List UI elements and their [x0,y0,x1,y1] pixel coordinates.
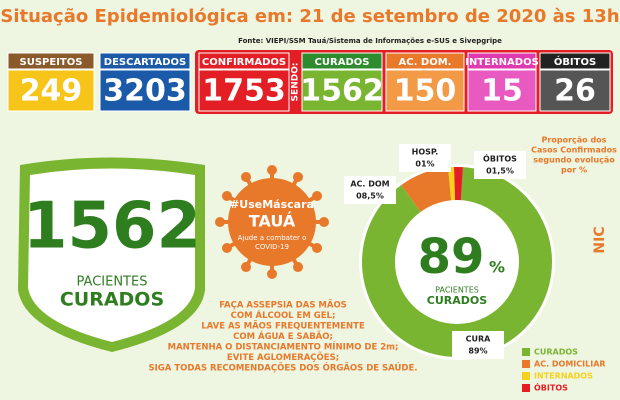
slice-label: CURA [466,335,492,344]
stat-header [539,52,611,70]
slice-label: AC. DOM [350,180,389,189]
shield-number: 1562 [23,190,201,264]
center-number: 89 [418,229,485,285]
title: Situação Epidemiológica em: 21 de setemb… [0,6,619,27]
stat-body [7,69,95,112]
stat-value: 26 [554,74,596,109]
badge-line1: Ajude a combater o [238,234,307,242]
stat-label: CONFIRMADOS [202,57,286,68]
stat-body [539,69,611,112]
sendo-label: SENDO: [291,63,301,102]
legend-swatch [522,348,530,356]
spike-tip [221,243,232,253]
badge-line2: COVID-19 [255,243,289,251]
stat-header [385,52,465,70]
chart-title: Casos Confirmados [531,146,617,155]
stat-body [385,69,465,112]
shield-line1: PACIENTES [77,275,148,290]
stat-label: INTERNADOS [465,57,539,68]
chart-title: segundo evolução [533,156,615,165]
badge-body [228,178,316,266]
stat-body [467,69,537,112]
spike-tip [267,269,277,279]
spike-tip [221,191,232,201]
callout-box [344,176,396,204]
stat-header [301,52,383,70]
spike-tip [215,217,225,227]
slice-value-label: 01,5% [486,167,514,176]
badge-tag: #UseMáscara [230,198,314,211]
legend-label: ÓBITOS [534,382,568,393]
logo: NIC [592,226,608,253]
spike-tip [312,191,323,201]
stat-header [99,52,191,70]
shield-inner [28,168,195,342]
legend-label: INTERNADOS [534,372,593,381]
callout-box [452,331,504,359]
stat-body [198,69,290,112]
stats: SUSPEITOS 249 DESCARTADOS 3203 CONFIRMADOS 17… [7,52,611,112]
center-line2: CURADOS [427,294,487,307]
badge-city: TAUÁ [249,212,296,231]
legend-swatch [522,360,530,368]
slice-value-label: 01% [415,160,434,169]
stat-label: DESCARTADOS [104,57,186,68]
advice-line: FAÇA ASSEPSIA DAS MÃOS [219,300,347,311]
stat-value: 1753 [202,74,286,109]
callout-box [474,151,526,179]
advice-line: COM ÁLCOOL EM GEL; [231,309,336,321]
stat-label: CURADOS [315,57,370,68]
stat-label: ÓBITOS [554,55,596,68]
spike-tip [312,243,323,253]
spike-tip [241,262,251,273]
stat-header [7,52,95,70]
callout-box [399,144,451,172]
legend-swatch [522,372,530,380]
stat-value: 150 [394,74,457,109]
chart-title: por % [561,166,587,175]
stat-label: AC. DOM. [399,57,452,68]
advice-line: LAVE AS MÃOS FREQUENTEMENTE [201,321,365,332]
center-line1: PACIENTES [435,286,479,295]
spike-tip [267,165,277,175]
stat-header [198,52,290,70]
slice-label: HOSP. [412,148,439,157]
stat-body [301,69,383,112]
source: Fonte: VIEPI/SSM Tauá/Sistema de Informa… [238,37,502,45]
stat-label: SUSPEITOS [20,57,83,68]
legend-swatch [522,384,530,392]
stat-value: 249 [20,74,83,109]
slice-value-label: 89% [468,347,487,356]
spike-tip [319,217,329,227]
advice-line: COM ÁGUA E SABÃO; [233,330,333,342]
center-unit: % [489,258,505,277]
advice-line: MANTENHA O DISTANCIAMENTO MÍNIMO DE 2m; [168,341,399,353]
virus-badge [215,165,329,279]
legend-label: CURADOS [534,348,578,357]
stat-value: 1562 [300,74,384,109]
spike-tip [241,171,251,182]
stat-body [99,69,191,112]
slice-value-label: 08,5% [356,192,384,201]
spike-tip [293,171,303,182]
stat-value: 15 [481,74,523,109]
advice-line: SIGA TODAS RECOMENDAÇÕES DOS ÓRGÃOS DE S… [149,362,418,374]
slice-label: ÓBITOS [483,153,517,164]
pie-hole [395,200,519,324]
stat-value: 3203 [103,74,187,109]
chart-title: Proporção dos [542,136,607,145]
shield-line2: CURADOS [60,289,164,311]
stat-header [467,52,537,70]
spike-tip [293,262,303,273]
advice-line: EVITE AGLOMERAÇÕES; [227,351,339,363]
legend-label: AC. DOMICILIAR [534,360,606,369]
